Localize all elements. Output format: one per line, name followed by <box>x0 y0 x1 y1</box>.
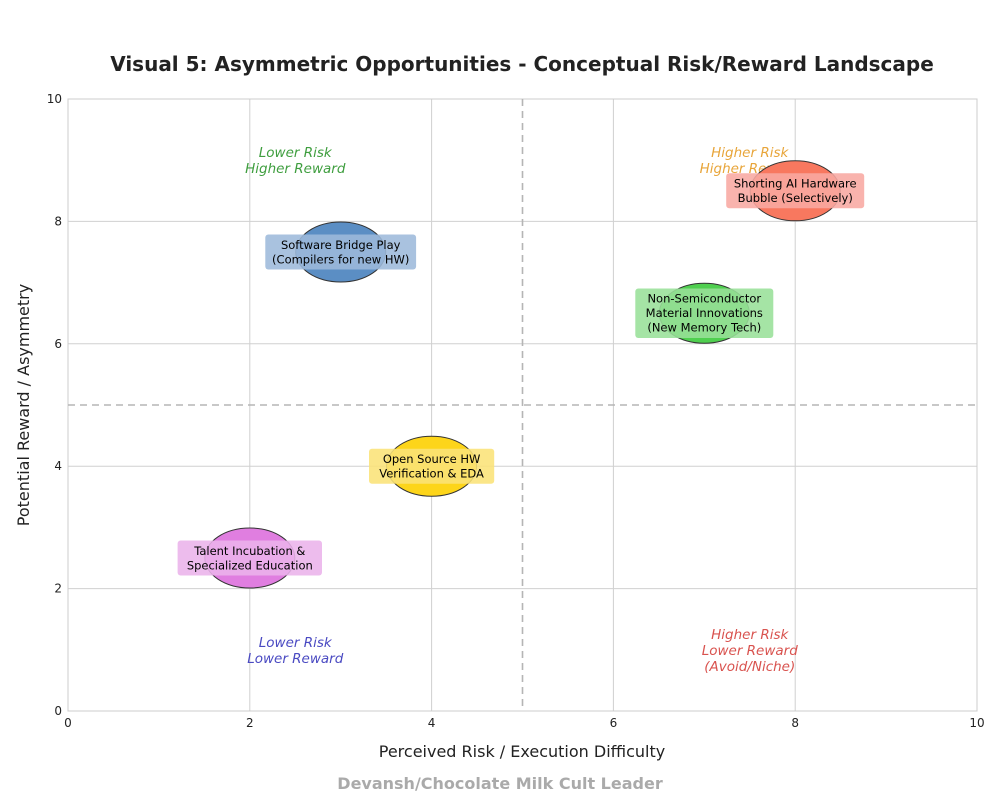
data-points: Software Bridge Play(Compilers for new H… <box>177 160 865 589</box>
point-label-box <box>726 173 865 209</box>
point-label: (New Memory Tech) <box>647 321 761 335</box>
x-tick-label: 0 <box>64 716 72 730</box>
x-axis-label: Perceived Risk / Execution Difficulty <box>379 742 665 761</box>
x-tick-label: 10 <box>969 716 984 730</box>
point-label: Material Innovations <box>646 306 763 320</box>
quadrant-label: Lower Reward <box>247 651 344 667</box>
quadrant-label: Lower Reward <box>702 643 799 659</box>
y-tick-label: 4 <box>54 459 62 473</box>
y-tick-label: 6 <box>54 337 62 351</box>
point-label: Talent Incubation & <box>193 544 305 558</box>
y-tick-label: 8 <box>54 214 62 228</box>
point-label: (Compilers for new HW) <box>272 252 409 266</box>
y-tick-label: 10 <box>47 92 62 106</box>
y-axis-label: Potential Reward / Asymmetry <box>14 284 33 526</box>
point-label: Non-Semiconductor <box>647 292 761 306</box>
point-label: Bubble (Selectively) <box>738 191 853 205</box>
x-tick-label: 6 <box>610 716 618 730</box>
point-label-box <box>369 448 495 484</box>
x-tick-label: 2 <box>246 716 254 730</box>
tick-labels: 0 2 4 6 8 10 0 2 4 6 8 10 <box>47 92 985 730</box>
y-tick-label: 0 <box>54 704 62 718</box>
point-label-box <box>635 288 774 338</box>
point-label: Shorting AI Hardware <box>734 177 857 191</box>
point-label-box <box>265 234 417 270</box>
point-label: Open Source HW <box>383 452 481 466</box>
opportunity-point: Software Bridge Play(Compilers for new H… <box>265 221 417 283</box>
quadrant-label: Lower Risk <box>259 635 333 651</box>
quadrant-label: Higher Risk <box>711 145 789 161</box>
y-tick-label: 2 <box>54 582 62 596</box>
x-tick-label: 8 <box>791 716 799 730</box>
point-label: Verification & EDA <box>379 466 484 480</box>
watermark: Devansh/Chocolate Milk Cult Leader <box>337 774 663 793</box>
point-label: Software Bridge Play <box>281 238 401 252</box>
quadrant-label: Lower Risk <box>259 145 333 161</box>
opportunity-point: Talent Incubation &Specialized Education <box>177 527 322 589</box>
chart-title: Visual 5: Asymmetric Opportunities - Con… <box>110 52 934 76</box>
point-label: Specialized Education <box>187 558 313 572</box>
quadrant-label: Higher Reward <box>245 161 346 177</box>
x-tick-label: 4 <box>428 716 436 730</box>
quadrant-label: (Avoid/Niche) <box>704 659 795 675</box>
quadrant-label: Higher Risk <box>711 627 789 643</box>
quadrant-dividers <box>68 99 977 711</box>
point-label-box <box>177 540 322 576</box>
